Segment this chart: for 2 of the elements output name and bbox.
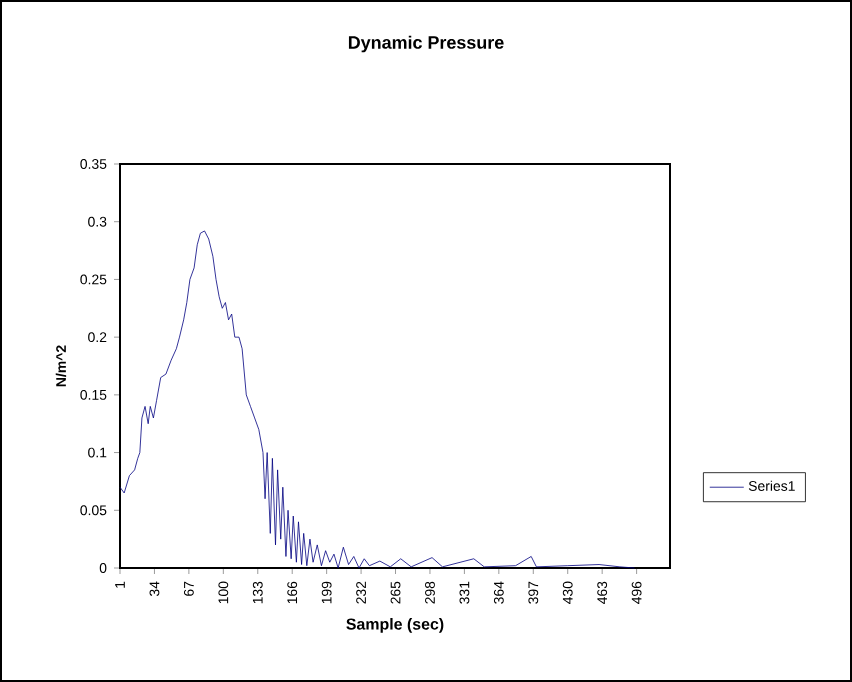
chart-title: Dynamic Pressure xyxy=(348,35,504,53)
line-series xyxy=(119,230,635,569)
